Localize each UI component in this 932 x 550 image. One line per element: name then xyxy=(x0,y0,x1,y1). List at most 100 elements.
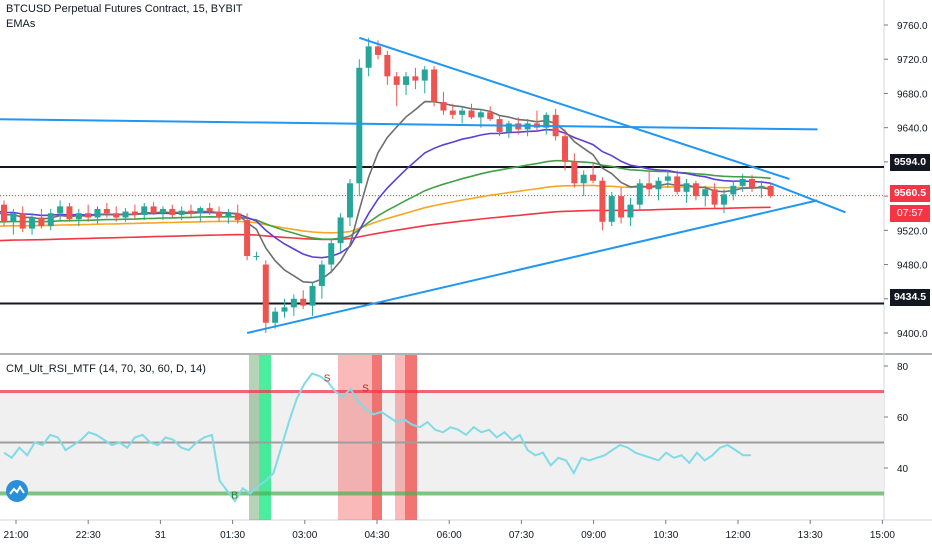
candle xyxy=(309,281,316,316)
price-axis-label: 9720.0 xyxy=(897,55,928,66)
candle-body xyxy=(38,217,45,227)
candle-body xyxy=(19,213,26,229)
candle-body xyxy=(702,189,709,197)
candle xyxy=(571,153,578,188)
rsi-line xyxy=(3,372,751,503)
candle xyxy=(487,106,494,121)
candle xyxy=(636,179,643,209)
candle xyxy=(431,66,438,107)
candle xyxy=(580,170,587,197)
candle xyxy=(543,112,550,135)
candle xyxy=(244,213,251,261)
time-axis-label: 07:30 xyxy=(509,530,534,541)
candle-body xyxy=(75,213,82,220)
trendline xyxy=(246,199,818,334)
candle-body xyxy=(47,213,54,227)
candle xyxy=(10,208,17,235)
candle xyxy=(421,66,428,94)
time-axis-label: 13:30 xyxy=(798,530,823,541)
candle-body xyxy=(590,174,597,181)
candle xyxy=(159,206,166,221)
resistance-price-tag: 9594.0 xyxy=(890,154,930,171)
candle xyxy=(440,91,447,115)
candle xyxy=(646,170,653,197)
candle xyxy=(188,204,194,217)
candle xyxy=(674,170,681,195)
candle xyxy=(356,59,363,197)
candle xyxy=(627,197,634,227)
candle-body xyxy=(384,54,391,77)
candle xyxy=(197,206,204,222)
candle xyxy=(403,72,410,96)
candle-body xyxy=(459,110,466,115)
price-axis-label: 9640.0 xyxy=(897,124,928,135)
candle xyxy=(711,183,718,209)
candle-body xyxy=(636,183,643,205)
candle-body xyxy=(29,217,36,229)
candle xyxy=(412,67,419,90)
candle-body xyxy=(150,206,157,214)
candle xyxy=(393,72,400,107)
candle-body xyxy=(281,307,288,312)
candle-body xyxy=(758,185,765,188)
candle xyxy=(113,206,120,222)
candle xyxy=(562,129,568,171)
candle-body xyxy=(618,196,625,218)
candle xyxy=(94,206,101,224)
time-axis-label: 21:00 xyxy=(3,530,28,541)
symbol-title: BTCUSD Perpetual Futures Contract, 15, B… xyxy=(6,3,243,15)
time-axis-label: 15:00 xyxy=(870,530,895,541)
candle xyxy=(216,206,223,222)
last-price-tag: 9560.5 xyxy=(890,185,930,202)
candle-body xyxy=(749,179,755,188)
time-axis-label: 31 xyxy=(155,530,167,541)
candle-body xyxy=(94,208,101,218)
rsi-signal-zone xyxy=(372,355,382,520)
candle xyxy=(234,204,241,224)
candle-body xyxy=(449,110,456,115)
candle-body xyxy=(262,264,269,323)
candle-body xyxy=(318,264,325,286)
time-axis-label: 09:00 xyxy=(581,530,606,541)
candle xyxy=(505,120,512,138)
candle xyxy=(590,161,597,184)
candle xyxy=(692,180,699,201)
price-axis-label: 9480.0 xyxy=(897,261,928,272)
candle-body xyxy=(300,298,307,306)
candle xyxy=(225,208,232,224)
candle-body xyxy=(711,189,718,205)
candle-body xyxy=(720,194,727,205)
candle-body xyxy=(767,185,774,197)
time-axis-label: 06:00 xyxy=(437,530,462,541)
candle-body xyxy=(309,285,316,306)
candle xyxy=(664,170,671,188)
candle xyxy=(739,173,746,192)
candle xyxy=(141,202,148,221)
candle-body xyxy=(505,123,512,132)
candle xyxy=(122,208,129,222)
ema-200-line xyxy=(0,206,771,242)
candle-body xyxy=(655,180,662,190)
candle-body xyxy=(393,76,400,85)
candle xyxy=(365,37,372,77)
candle-body xyxy=(692,183,699,197)
candle-body xyxy=(122,211,129,218)
candle-body xyxy=(225,213,232,218)
candle-body xyxy=(580,174,587,184)
rsi-axis-label: 40 xyxy=(897,464,909,475)
time-axis-label: 01:30 xyxy=(220,530,245,541)
rsi-axis-label: 60 xyxy=(897,413,909,424)
candle-body xyxy=(683,183,690,192)
candle-body xyxy=(188,210,194,214)
candle-body xyxy=(627,204,634,218)
candle-body xyxy=(1,204,7,222)
candle xyxy=(655,177,662,201)
candle xyxy=(449,103,456,120)
candle xyxy=(38,208,45,229)
candle-body xyxy=(730,185,737,195)
rsi-indicator-label: CM_Ult_RSI_MTF (14, 70, 30, 60, D, 14) xyxy=(6,363,206,375)
candle-body xyxy=(337,217,344,244)
trendline xyxy=(0,118,818,131)
price-axis-label: 9400.0 xyxy=(897,329,928,340)
